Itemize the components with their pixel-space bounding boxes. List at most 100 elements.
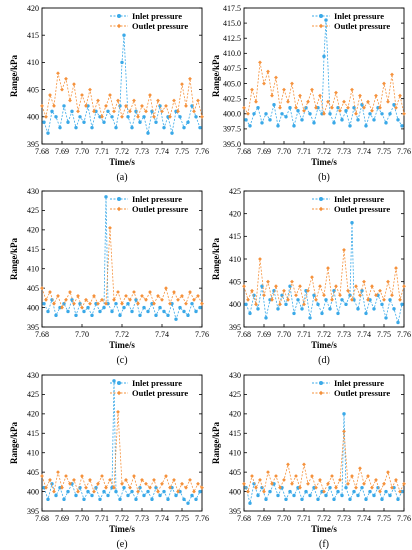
data-point-outlet xyxy=(310,87,314,92)
data-point-inlet xyxy=(42,485,46,490)
data-point-inlet xyxy=(380,302,384,307)
data-point-inlet xyxy=(396,320,400,325)
data-point-inlet xyxy=(86,489,90,494)
data-point-inlet xyxy=(256,106,260,110)
data-point-outlet xyxy=(270,481,274,486)
data-point-outlet xyxy=(294,105,298,110)
data-point-inlet xyxy=(296,485,300,490)
y-tick-label: 417.5 xyxy=(223,4,241,13)
data-point-outlet xyxy=(314,297,318,302)
data-point-inlet xyxy=(288,106,292,110)
y-tick-label: 420 xyxy=(27,410,39,419)
data-point-inlet xyxy=(194,115,198,119)
data-point-inlet xyxy=(190,301,194,306)
series-line xyxy=(41,411,203,494)
data-point-inlet xyxy=(174,109,178,114)
x-tick-label: 7.73 xyxy=(135,514,149,523)
y-tick-label: 405 xyxy=(27,284,39,293)
data-point-inlet xyxy=(264,497,268,502)
data-point-outlet xyxy=(334,90,338,95)
data-point-outlet xyxy=(254,485,258,490)
data-point-outlet xyxy=(144,297,148,302)
data-point-outlet xyxy=(278,302,282,307)
y-tick-label: 400 xyxy=(229,487,241,496)
data-point-outlet xyxy=(322,489,326,494)
data-point-outlet xyxy=(164,474,168,478)
data-point-inlet xyxy=(340,298,344,302)
data-point-outlet xyxy=(258,478,262,482)
data-point-outlet xyxy=(346,105,350,110)
y-tick-label: 425 xyxy=(27,390,39,399)
data-point-outlet xyxy=(128,109,132,114)
data-point-inlet xyxy=(304,289,308,293)
data-point-outlet xyxy=(346,481,350,486)
x-tick-label: 7.69 xyxy=(257,330,271,339)
data-point-inlet xyxy=(182,497,186,502)
data-point-inlet xyxy=(380,112,384,116)
data-point-outlet xyxy=(188,290,192,294)
data-point-inlet xyxy=(120,60,124,65)
data-point-outlet xyxy=(124,478,128,482)
data-point-outlet xyxy=(266,470,270,475)
y-tick-label: 425 xyxy=(27,206,39,215)
x-tick-label: 7.76 xyxy=(397,330,411,339)
data-point-outlet xyxy=(112,485,116,490)
data-point-outlet xyxy=(52,104,56,108)
y-tick-label: 415.0 xyxy=(223,19,241,28)
data-point-outlet xyxy=(270,297,274,302)
y-tick-label: 415 xyxy=(27,245,39,254)
x-axis-title: Time/s xyxy=(109,340,135,350)
data-point-inlet xyxy=(244,118,248,122)
x-tick-label: 7.76 xyxy=(195,147,209,156)
data-point-inlet xyxy=(360,103,364,107)
legend-label: Outlet pressure xyxy=(132,204,188,214)
data-point-outlet xyxy=(104,104,108,108)
y-tick-label: 412.5 xyxy=(223,34,241,43)
x-tick-label: 7.69 xyxy=(55,514,69,523)
data-point-outlet xyxy=(100,114,104,119)
data-point-outlet xyxy=(278,485,282,490)
data-point-inlet xyxy=(328,112,332,116)
data-point-inlet xyxy=(194,497,198,502)
data-point-inlet xyxy=(134,298,138,302)
data-point-outlet xyxy=(88,87,92,92)
data-point-outlet xyxy=(116,98,120,103)
data-point-inlet xyxy=(162,489,166,494)
data-point-inlet xyxy=(182,309,186,314)
data-point-inlet xyxy=(372,118,376,122)
data-point-outlet xyxy=(342,99,346,104)
data-point-inlet xyxy=(190,493,194,498)
y-tick-label: 410 xyxy=(27,58,39,67)
legend-marker-outlet xyxy=(117,390,121,396)
data-point-outlet xyxy=(96,98,100,103)
y-tick-label: 410 xyxy=(229,449,241,458)
x-axis-title: Time/s xyxy=(109,157,135,167)
x-tick-label: 7.70 xyxy=(277,147,291,156)
legend-marker-outlet xyxy=(117,206,121,212)
x-tick-label: 7.75 xyxy=(377,514,391,523)
data-point-outlet xyxy=(250,87,254,92)
data-point-outlet xyxy=(302,462,306,467)
data-point-outlet xyxy=(40,286,44,291)
data-point-inlet xyxy=(332,121,336,125)
data-point-inlet xyxy=(86,104,90,108)
data-point-outlet xyxy=(148,93,152,97)
data-point-inlet xyxy=(114,125,118,130)
y-tick-label: 410 xyxy=(27,449,39,458)
data-point-inlet xyxy=(260,485,264,490)
data-point-inlet xyxy=(316,497,320,502)
data-point-inlet xyxy=(118,104,122,108)
data-point-inlet xyxy=(110,485,114,490)
data-point-outlet xyxy=(246,297,250,302)
data-point-inlet xyxy=(154,313,158,318)
data-point-outlet xyxy=(318,284,322,289)
y-tick-label: 400 xyxy=(27,487,39,496)
data-point-inlet xyxy=(74,125,78,130)
data-point-outlet xyxy=(72,301,76,306)
chart-panel: 395 400 405 410 415 420 425 430 7.68 7.69 7.70 7.71… xyxy=(211,371,411,550)
y-tick-label: 425 xyxy=(229,187,241,196)
data-point-outlet xyxy=(92,489,96,494)
data-point-outlet xyxy=(334,485,338,490)
data-point-outlet xyxy=(342,429,346,434)
data-point-outlet xyxy=(164,104,168,108)
